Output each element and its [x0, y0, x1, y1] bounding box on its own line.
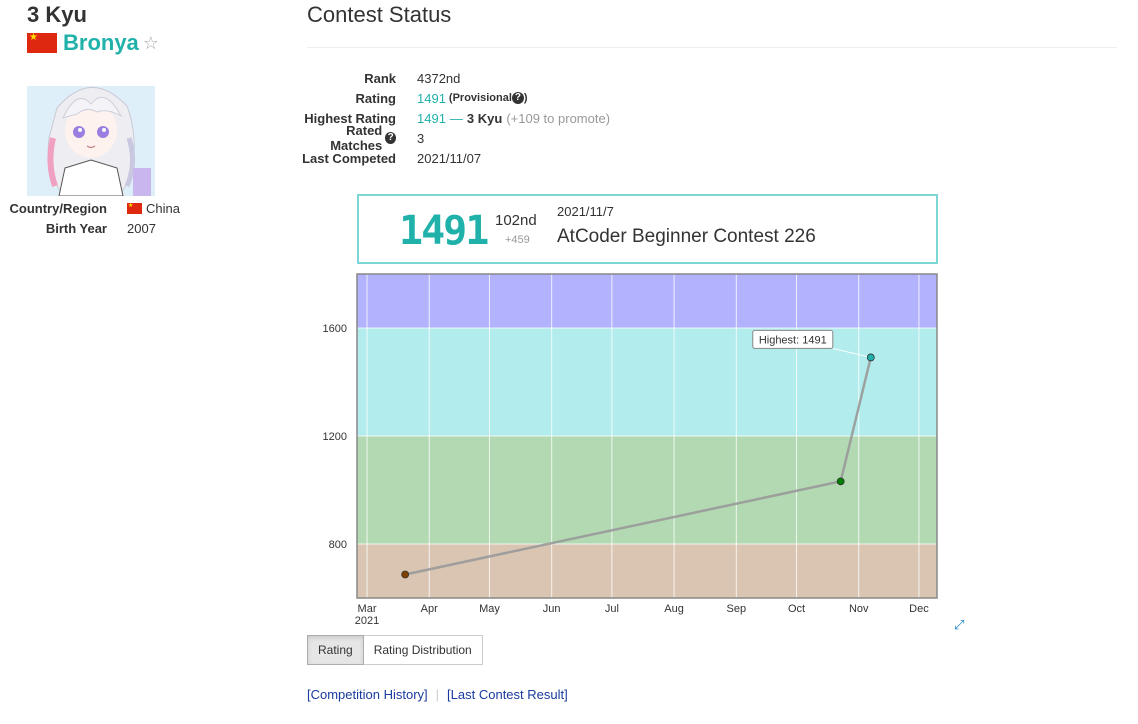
status-value: 3 [417, 130, 425, 146]
status-value: 1491 — 3 Kyu (+109 to promote) [417, 111, 610, 126]
promote-text: (+109 to promote) [506, 110, 611, 126]
provisional-note: (Provisional ? ) [449, 92, 528, 104]
tooltip-box [752, 329, 834, 349]
tooltip-text: Highest: 1491 [759, 334, 827, 346]
card-rating: 1491 [399, 208, 489, 254]
status-value: 4372nd [417, 70, 461, 86]
y-tick-label: 1600 [323, 323, 347, 335]
card-date: 2021/11/7 [557, 204, 614, 219]
link-separator: | [435, 687, 440, 702]
status-value: 2021/11/07 [417, 150, 482, 166]
rating-band-3 [357, 274, 937, 328]
rating-band-0 [357, 544, 937, 598]
page-title: Contest Status [307, 2, 452, 27]
competition-history-link[interactable]: [Competition History] [307, 687, 428, 702]
country-link[interactable]: China [146, 200, 180, 216]
status-row-last-competed: Last Competed 2021/11/07 [300, 148, 610, 168]
highest-dash: — [449, 110, 463, 126]
info-value: China [127, 201, 180, 216]
rating-point [836, 477, 845, 486]
x-tick-label: Jun [543, 603, 561, 615]
info-key: Country/Region [9, 200, 108, 216]
username-line: Bronya ☆ [27, 30, 159, 56]
card-contest-name[interactable]: AtCoder Beginner Contest 226 [557, 226, 816, 247]
plot-border [356, 273, 938, 599]
status-row-rated-matches: Rated Matches ? 3 [300, 123, 610, 153]
status-key: Rank [364, 70, 396, 86]
highest-rating-value: 1491 [417, 110, 446, 126]
x-tick-label: Jul [605, 603, 619, 615]
info-row-country: Country/Region China [0, 198, 180, 218]
rating-chart[interactable]: Mar Apr May Jun Jul Aug Sep Oct Nov Dec 2021 800 120… [300, 270, 950, 630]
divider [307, 47, 1117, 48]
status-value: 1491 (Provisional ? ) [417, 91, 528, 106]
x-tick-label: Apr [421, 603, 438, 615]
y-tick-label: 800 [329, 539, 347, 551]
x-tick-year: 2021 [355, 615, 379, 627]
rated-matches-label: Rated Matches [330, 123, 383, 153]
footer-links: [Competition History] | [Last Contest Re… [307, 687, 568, 702]
rating-point [866, 353, 875, 362]
x-tick-label: May [479, 603, 500, 615]
status-row-highest: Highest Rating 1491 — 3 Kyu (+109 to pro… [300, 108, 610, 128]
status-row-rank: Rank 4372nd [300, 68, 610, 88]
x-tick-label: Oct [788, 603, 805, 615]
status-key: Highest Rating [304, 110, 396, 126]
card-diff: +459 [505, 234, 530, 246]
status-row-rating: Rating 1491 (Provisional ? ) [300, 88, 610, 108]
status-key: Rated Matches ? [300, 123, 417, 153]
info-row-birth-year: Birth Year 2007 [0, 218, 180, 238]
provisional-text: (Provisional [448, 92, 512, 104]
last-contest-result-link[interactable]: [Last Contest Result] [447, 687, 568, 702]
x-tick-label: Nov [849, 603, 869, 615]
avatar [27, 68, 155, 196]
info-value: 2007 [127, 220, 156, 236]
rating-tab-button[interactable]: Rating [307, 635, 364, 665]
highest-kyu: 3 Kyu [466, 110, 503, 126]
chart-toggle-group: Rating Rating Distribution [307, 635, 483, 665]
rating-point [401, 570, 410, 579]
x-tick-label: Mar [358, 603, 377, 615]
status-key: Last Competed [302, 150, 396, 166]
x-tick-label: Dec [909, 603, 929, 615]
question-icon[interactable]: ? [511, 92, 524, 104]
info-key: Birth Year [45, 220, 107, 236]
x-tick-label: Sep [727, 603, 747, 615]
contest-status-table: Rank 4372nd Rating 1491 (Provisional ? )… [300, 68, 610, 168]
china-flag-icon [127, 202, 142, 214]
rating-band-2 [357, 328, 937, 436]
question-icon[interactable]: ? [385, 132, 396, 144]
provisional-close: ) [523, 92, 528, 104]
card-place: 102nd [495, 212, 537, 229]
star-outline-icon[interactable]: ☆ [142, 32, 159, 53]
status-key: Rating [355, 90, 396, 106]
y-tick-label: 1200 [323, 431, 347, 443]
username: Bronya [63, 30, 139, 55]
expand-icon[interactable]: ⤢ [954, 617, 965, 632]
user-rank-kyu: 3 Kyu [27, 2, 87, 27]
profile-info-table: Country/Region China Birth Year 2007 [0, 198, 180, 238]
rating-card: 1491 102nd +459 2021/11/7 AtCoder Beginn… [357, 194, 938, 264]
rating-band-1 [357, 436, 937, 544]
rating-distribution-button[interactable]: Rating Distribution [363, 635, 483, 665]
china-flag-icon [27, 33, 57, 53]
x-tick-label: Aug [664, 603, 684, 615]
tooltip-leader [832, 347, 871, 358]
rating-value: 1491 [417, 90, 446, 106]
